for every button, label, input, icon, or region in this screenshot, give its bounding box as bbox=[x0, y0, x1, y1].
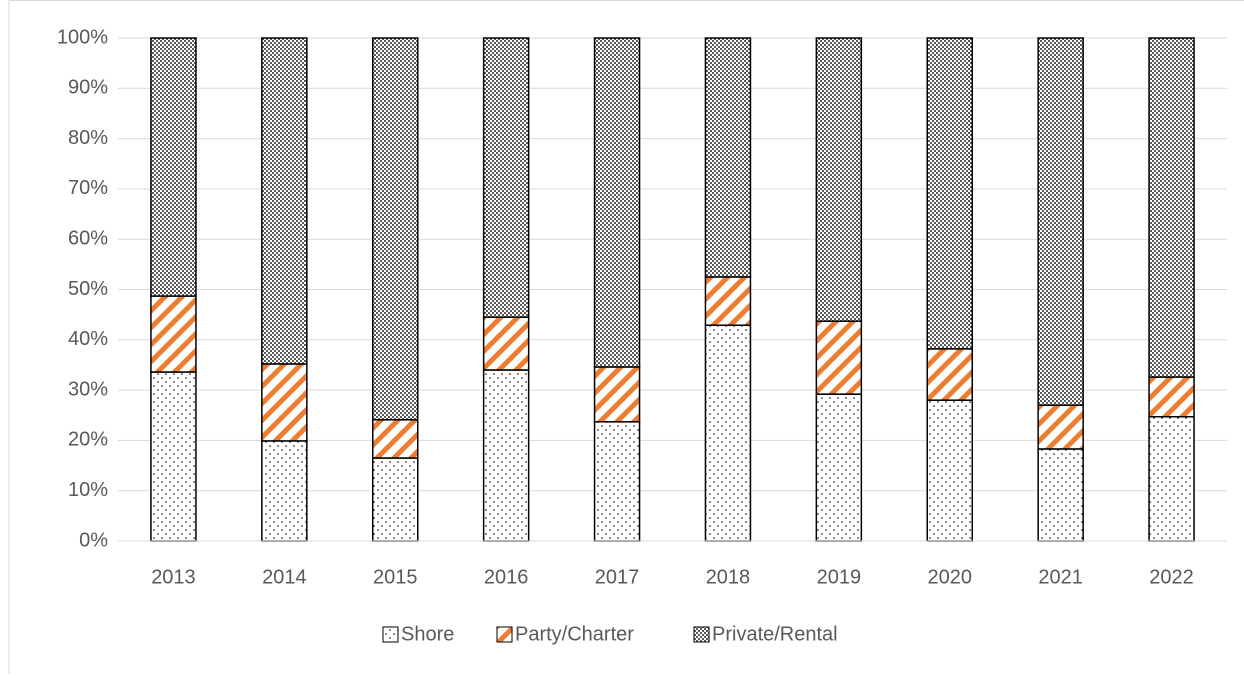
bar-segment bbox=[926, 348, 973, 401]
bar-segment bbox=[593, 366, 641, 423]
chart-frame bbox=[8, 0, 1244, 679]
bar-segment bbox=[815, 393, 863, 542]
bar-segment bbox=[1148, 416, 1195, 542]
x-tick-label: 2014 bbox=[262, 566, 307, 588]
x-tick-label: 2015 bbox=[373, 566, 418, 588]
bar-segment bbox=[482, 369, 530, 542]
x-tick-label: 2018 bbox=[706, 566, 751, 588]
x-tick-label: 2022 bbox=[1149, 566, 1194, 588]
bar-segment bbox=[150, 371, 197, 542]
bar-segment bbox=[261, 37, 308, 365]
bar-segment bbox=[1037, 448, 1084, 542]
bar-segment bbox=[482, 316, 530, 371]
x-tick-label: 2016 bbox=[484, 566, 529, 588]
bar-segment bbox=[1037, 404, 1084, 450]
y-tick-label: 50% bbox=[68, 278, 108, 300]
y-tick-label: 30% bbox=[68, 378, 108, 400]
y-tick-label: 40% bbox=[68, 328, 108, 350]
y-tick-label: 80% bbox=[68, 127, 108, 149]
bar-segment bbox=[372, 419, 419, 459]
bar-segment bbox=[261, 440, 308, 542]
bar-segment bbox=[704, 276, 752, 326]
bar-segment bbox=[1037, 37, 1084, 406]
y-tick-label: 0% bbox=[79, 529, 108, 551]
y-tick-label: 60% bbox=[68, 227, 108, 249]
bar-segment bbox=[704, 37, 752, 278]
bar-segment bbox=[926, 37, 973, 350]
x-tick-label: 2021 bbox=[1038, 566, 1083, 588]
y-tick-label: 10% bbox=[68, 479, 108, 501]
y-tick-label: 100% bbox=[57, 26, 108, 48]
bar-segment bbox=[372, 37, 419, 421]
x-tick-label: 2020 bbox=[928, 566, 973, 588]
bar-segment bbox=[261, 363, 308, 442]
bar-segment bbox=[926, 399, 973, 542]
y-tick-label: 20% bbox=[68, 429, 108, 451]
bar-segment bbox=[482, 37, 530, 318]
legend-swatch bbox=[382, 626, 399, 643]
y-tick-label: 90% bbox=[68, 77, 108, 99]
bar-segment bbox=[704, 324, 752, 542]
legend-swatch bbox=[693, 626, 710, 643]
bar-segment bbox=[150, 295, 197, 373]
legend-label: Party/Charter bbox=[515, 623, 634, 645]
bar-segment bbox=[593, 421, 641, 542]
legend-label: Shore bbox=[401, 623, 454, 645]
legend-label: Private/Rental bbox=[712, 623, 838, 645]
bar-segment bbox=[593, 37, 641, 368]
bar-segment bbox=[1148, 376, 1195, 418]
bar-segment bbox=[1148, 37, 1195, 378]
legend-swatch bbox=[496, 626, 513, 643]
bar-segment bbox=[372, 457, 419, 542]
bar-segment bbox=[815, 320, 863, 395]
bar-segment bbox=[815, 37, 863, 322]
x-tick-label: 2017 bbox=[595, 566, 640, 588]
y-tick-label: 70% bbox=[68, 177, 108, 199]
bar-segment bbox=[150, 37, 197, 297]
x-tick-label: 2019 bbox=[817, 566, 862, 588]
x-tick-label: 2013 bbox=[151, 566, 196, 588]
